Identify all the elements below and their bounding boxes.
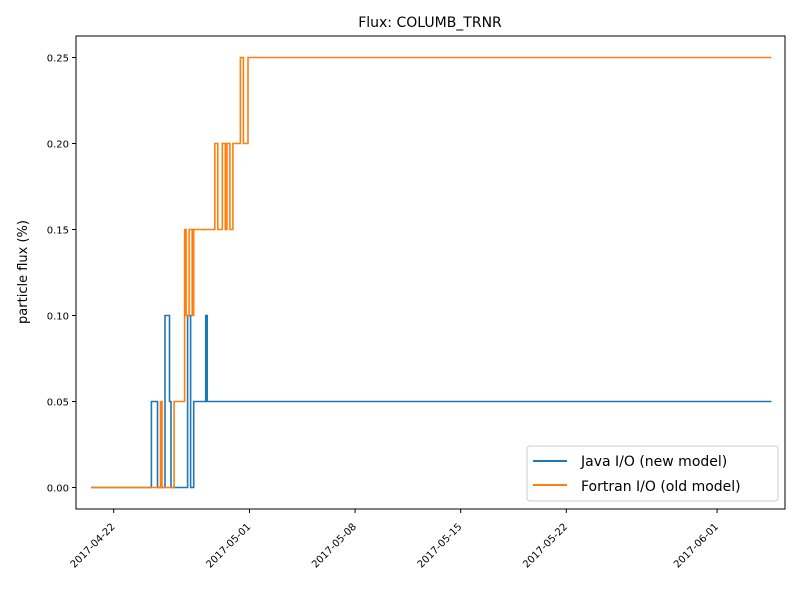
legend-box — [526, 445, 779, 502]
legend-label-fortran: Fortran I/O (old model) — [581, 479, 741, 495]
y-tick-label: 0.10 — [47, 312, 69, 323]
y-tick-label: 0.05 — [47, 398, 69, 409]
y-tick-label: 0.20 — [47, 140, 69, 151]
y-tick-label: 0.15 — [47, 226, 69, 237]
legend-label-java: Java I/O (new model) — [580, 454, 727, 470]
legend: Java I/O (new model) Fortran I/O (old mo… — [526, 445, 779, 502]
plot-area — [75, 35, 786, 510]
chart-title: Flux: COLUMB_TRNR — [358, 15, 502, 31]
y-axis: 0.00 0.05 0.10 0.15 0.20 0.25 — [47, 54, 76, 495]
series-layer — [91, 56, 772, 489]
series-line-fortran — [91, 56, 772, 489]
y-tick-label: 0.00 — [47, 484, 69, 495]
y-axis-title: particle flux (%) — [16, 220, 31, 324]
y-tick-label: 0.25 — [47, 54, 69, 65]
series-line-java — [91, 314, 772, 489]
